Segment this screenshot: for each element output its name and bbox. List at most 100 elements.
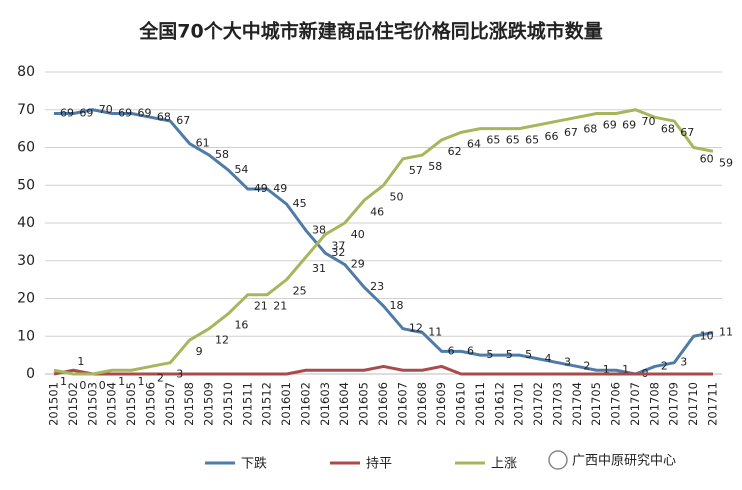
- data-label: 69: [79, 107, 93, 120]
- data-label: 37: [331, 239, 345, 252]
- data-label: 0: [99, 379, 106, 392]
- watermark: 广西中原研究中心: [548, 450, 676, 470]
- data-label: 5: [486, 348, 493, 361]
- data-label: 16: [234, 319, 248, 332]
- x-tick-label: 201706: [609, 382, 623, 426]
- data-label: 1: [138, 375, 145, 388]
- x-tick-label: 201607: [395, 382, 409, 426]
- data-label: 3: [680, 356, 687, 369]
- data-label: 65: [506, 134, 520, 147]
- data-label: 1: [60, 375, 67, 388]
- x-tick-label: 201508: [182, 382, 196, 426]
- data-label: 29: [351, 258, 365, 271]
- series-line: [53, 364, 713, 376]
- data-label: 4: [545, 352, 552, 365]
- data-label: 67: [680, 126, 694, 139]
- data-label: 32: [331, 246, 345, 259]
- data-label: 12: [409, 322, 423, 335]
- data-label: 54: [234, 163, 248, 176]
- x-tick-label: 201603: [318, 382, 332, 426]
- data-label: 64: [467, 137, 481, 150]
- y-tick-label: 0: [26, 366, 35, 382]
- data-label: 69: [603, 119, 617, 132]
- x-tick-label: 201605: [357, 382, 371, 426]
- data-label: 62: [448, 145, 462, 158]
- x-tick-label: 201705: [589, 382, 603, 426]
- data-label: 61: [196, 137, 210, 150]
- data-label: 31: [312, 262, 326, 275]
- x-tick-label: 201504: [105, 382, 119, 426]
- data-label: 10: [700, 329, 714, 342]
- y-tick-label: 60: [17, 140, 35, 156]
- x-tick-label: 201609: [434, 382, 448, 426]
- data-label: 5: [525, 348, 532, 361]
- data-label: 68: [157, 110, 171, 123]
- x-tick-label: 201610: [454, 382, 468, 426]
- x-tick-label: 201612: [492, 382, 506, 426]
- x-tick-label: 201707: [628, 382, 642, 426]
- data-label: 68: [661, 122, 675, 135]
- x-tick-label: 201512: [260, 382, 274, 426]
- data-label: 67: [564, 126, 578, 139]
- data-label: 6: [448, 344, 455, 357]
- chart-title: 全国70个大中城市新建商品住宅价格同比涨跌城市数量: [138, 20, 602, 43]
- watermark-text: 广西中原研究中心: [572, 454, 676, 469]
- x-tick-label: 201505: [124, 382, 138, 426]
- x-tick-label: 201502: [66, 382, 80, 426]
- data-label: 1: [77, 355, 84, 368]
- x-tick-label: 201611: [473, 382, 487, 426]
- data-label: 49: [254, 182, 268, 195]
- x-tick-label: 201601: [279, 382, 293, 426]
- data-label: 21: [273, 300, 287, 313]
- data-label: 2: [157, 371, 164, 384]
- data-label: 5: [506, 348, 513, 361]
- data-label: 3: [176, 368, 183, 381]
- data-label: 46: [370, 205, 384, 218]
- y-tick-label: 30: [17, 253, 35, 269]
- y-tick-label: 20: [17, 291, 35, 307]
- x-tick-label: 201511: [240, 382, 254, 426]
- x-tick-label: 201501: [47, 382, 61, 426]
- x-tick-label: 201704: [570, 382, 584, 426]
- data-label: 2: [661, 359, 668, 372]
- x-tick-label: 201503: [85, 382, 99, 426]
- x-tick-label: 201711: [706, 382, 720, 426]
- data-label: 67: [176, 114, 190, 127]
- x-tick-label: 201510: [221, 382, 235, 426]
- data-label: 50: [390, 190, 404, 203]
- data-label: 58: [215, 148, 229, 161]
- x-tick-label: 201703: [550, 382, 564, 426]
- data-label: 60: [700, 153, 714, 166]
- data-label: 1: [118, 375, 125, 388]
- data-label: 70: [99, 103, 113, 116]
- x-tick-label: 201608: [415, 382, 429, 426]
- data-label: 0: [79, 379, 86, 392]
- x-tick-label: 201606: [376, 382, 390, 426]
- x-tick-label: 201710: [686, 382, 700, 426]
- data-label: 1: [622, 363, 629, 376]
- data-label: 25: [293, 285, 307, 298]
- data-label: 3: [564, 356, 571, 369]
- data-label: 45: [293, 197, 307, 210]
- y-tick-label: 70: [17, 102, 35, 118]
- data-label: 49: [273, 182, 287, 195]
- x-tick-label: 201507: [163, 382, 177, 426]
- data-label: 65: [525, 134, 539, 147]
- data-label: 40: [351, 228, 365, 241]
- y-tick-label: 10: [17, 328, 35, 344]
- series-line: [54, 108, 714, 376]
- data-label: 9: [196, 345, 203, 358]
- data-label: 21: [254, 300, 268, 313]
- y-tick-label: 80: [17, 64, 35, 80]
- data-label: 18: [390, 299, 404, 312]
- data-label: 2: [583, 359, 590, 372]
- data-label: 65: [486, 134, 500, 147]
- data-label: 38: [312, 224, 326, 237]
- data-label: 70: [641, 115, 655, 128]
- x-tick-label: 201701: [512, 382, 526, 426]
- data-label: 6: [467, 344, 474, 357]
- y-tick-label: 40: [17, 215, 35, 231]
- legend-label: 下跌: [241, 456, 267, 472]
- x-tick-label: 201702: [531, 382, 545, 426]
- x-tick-label: 201602: [298, 382, 312, 426]
